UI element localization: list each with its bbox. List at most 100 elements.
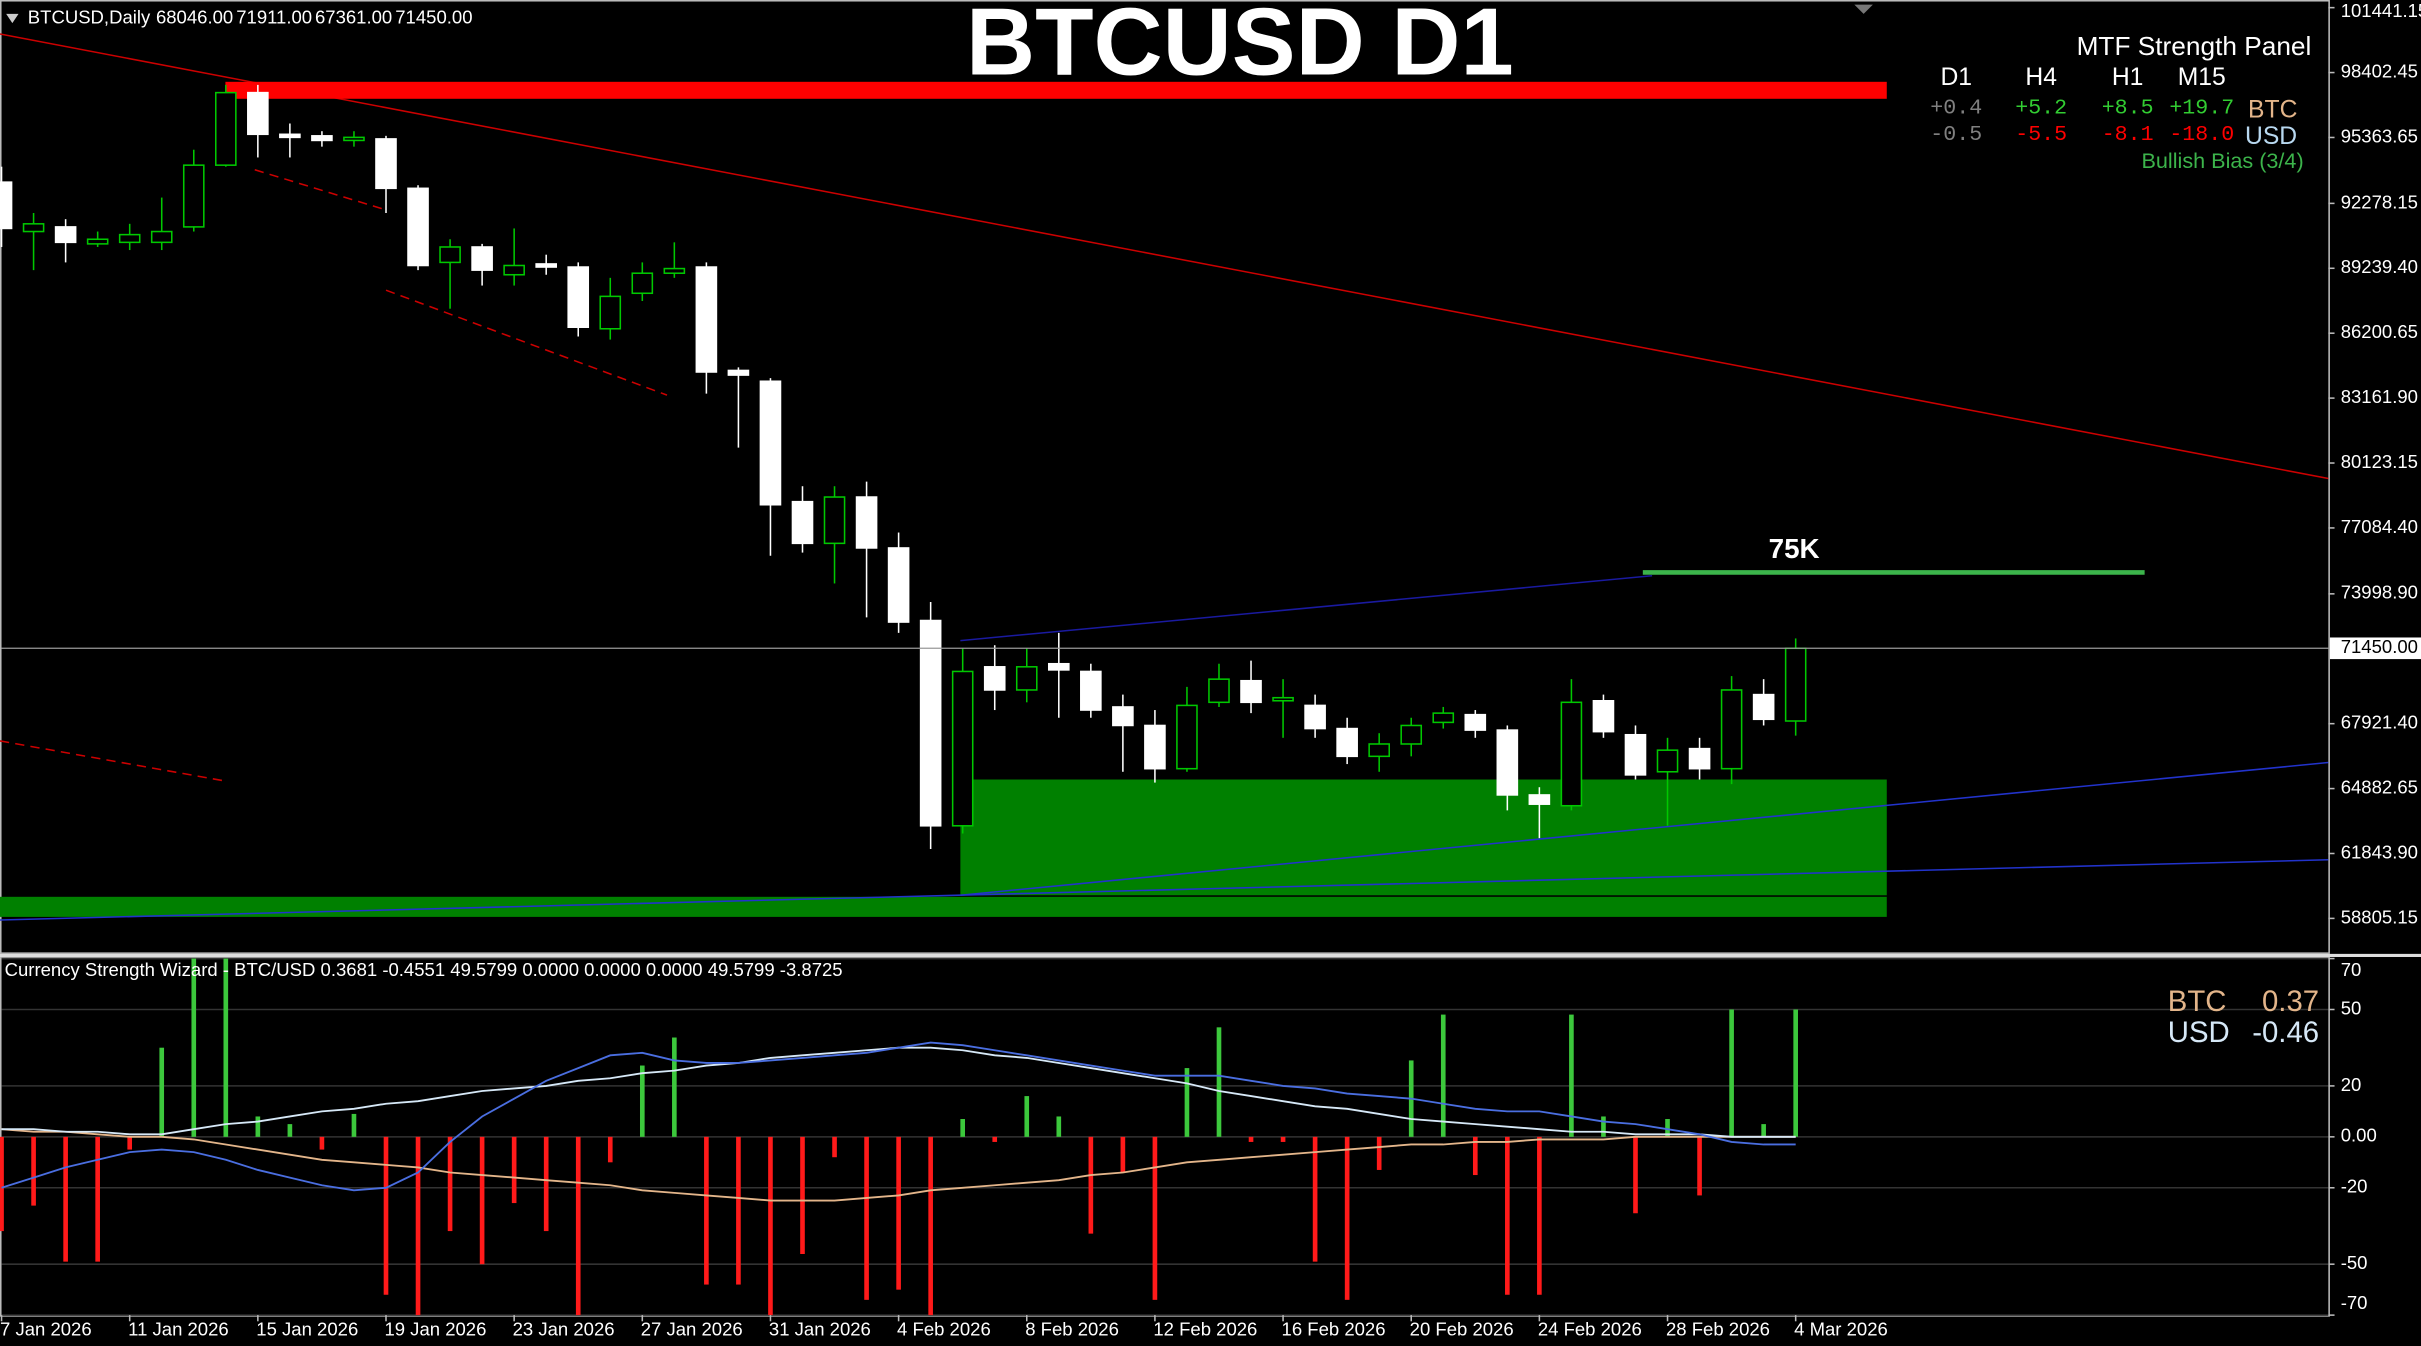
strength-value: -0.5 <box>1930 123 1982 147</box>
resistance-zone <box>225 81 1887 99</box>
candle-body <box>375 138 397 190</box>
candle-body <box>1080 670 1102 711</box>
candle-body <box>54 226 77 244</box>
histogram-bar <box>1472 1136 1478 1176</box>
y-tick-label: 64882.65 <box>2341 776 2418 797</box>
candle-body <box>439 246 461 264</box>
histogram-bar <box>159 1047 165 1137</box>
candle-body <box>279 133 301 139</box>
support-band <box>0 896 1887 917</box>
candle-body <box>1400 724 1423 745</box>
histogram-bar <box>0 1136 4 1232</box>
y-tick-label: 58805.15 <box>2341 906 2418 927</box>
candle-body <box>887 547 910 623</box>
histogram-bar <box>1088 1136 1094 1234</box>
histogram-bar <box>672 1037 677 1137</box>
histogram-bar <box>1248 1136 1254 1142</box>
y-tick-label: 77084.40 <box>2341 516 2418 537</box>
candle-body <box>343 136 365 142</box>
x-tick-label: 15 Jan 2026 <box>256 1318 358 1339</box>
trendline <box>960 761 2329 897</box>
candle-body <box>1464 713 1487 731</box>
trendline <box>0 859 2329 921</box>
x-tick-label: 20 Feb 2026 <box>1410 1318 1514 1339</box>
histogram-bar <box>1793 1009 1798 1137</box>
candle-body <box>1720 689 1743 770</box>
histogram-bar <box>1505 1136 1510 1295</box>
candle-body <box>1368 743 1390 758</box>
candle-body <box>599 295 622 330</box>
candle-body <box>86 238 109 245</box>
y-tick-label: 67921.40 <box>2341 712 2418 733</box>
histogram-bar <box>1120 1136 1126 1173</box>
histogram-bar <box>864 1136 869 1300</box>
histogram-bar <box>255 1116 261 1137</box>
candle-body <box>1688 747 1711 770</box>
support-zone <box>960 779 1887 896</box>
candle-body <box>1208 678 1230 704</box>
y-tick-label: 89239.40 <box>2341 256 2418 277</box>
plot-layer: 75K <box>0 84 2329 1316</box>
histogram-bar <box>383 1136 389 1295</box>
strength-value: -8.1 <box>2102 123 2154 147</box>
currency-label: BTC <box>2248 97 2297 124</box>
histogram-bar <box>704 1136 709 1285</box>
legend-name: USD <box>2168 1016 2230 1049</box>
candle-body <box>951 670 974 827</box>
histogram-bar <box>1665 1119 1670 1137</box>
histogram-bar <box>800 1136 805 1255</box>
histogram-bar <box>928 1136 933 1316</box>
histogram-bar <box>1537 1136 1542 1295</box>
y-tick-label: 83161.90 <box>2341 386 2418 407</box>
y-tick-label: 20 <box>2341 1074 2362 1095</box>
chart-title: BTCUSD D1 <box>966 0 1514 96</box>
ohlc-value: 68046.00 <box>156 6 233 27</box>
histogram-bar <box>768 1136 773 1316</box>
candle-body <box>919 619 942 827</box>
histogram-bar <box>351 1113 357 1137</box>
candle-body <box>1112 706 1134 727</box>
x-tick-label: 4 Mar 2026 <box>1794 1318 1888 1339</box>
candle-body <box>1015 666 1038 691</box>
trendline <box>254 169 387 211</box>
candle-body <box>503 264 525 276</box>
candle-body <box>22 223 45 233</box>
histogram-bar <box>63 1136 68 1262</box>
x-tick-label: 23 Jan 2026 <box>513 1318 615 1339</box>
histogram-bar <box>1024 1096 1030 1137</box>
histogram-bar <box>511 1136 517 1204</box>
candle-body <box>983 666 1006 691</box>
histogram-bar <box>287 1124 293 1137</box>
histogram-bar <box>31 1136 36 1206</box>
histogram-bar <box>479 1136 485 1265</box>
candle-body <box>1656 749 1679 773</box>
price-level-label: 75K <box>1769 533 1820 564</box>
candle-body <box>1176 704 1198 770</box>
candle-body <box>1272 696 1294 702</box>
x-tick-label: 27 Jan 2026 <box>641 1318 743 1339</box>
candle-body <box>150 230 173 244</box>
histogram-bar <box>1761 1124 1766 1137</box>
candle-body <box>1144 724 1166 770</box>
x-tick-label: 8 Feb 2026 <box>1025 1318 1119 1339</box>
strength-line <box>1 1041 1796 1192</box>
y-tick-label: 92278.15 <box>2341 191 2418 212</box>
histogram-bar <box>736 1136 741 1285</box>
histogram-bar <box>191 958 197 1137</box>
y-tick-label: 0.00 <box>2341 1125 2377 1146</box>
y-tick-label: 95363.65 <box>2341 125 2418 146</box>
x-tick-label: 31 Jan 2026 <box>769 1318 871 1339</box>
histogram-bar <box>1633 1136 1638 1214</box>
legend-name: BTC <box>2168 985 2227 1018</box>
candle-body <box>1047 662 1070 671</box>
histogram-bar <box>1184 1068 1190 1137</box>
y-tick-label: 73998.90 <box>2341 582 2418 603</box>
candle-body <box>247 91 269 136</box>
histogram-bar <box>1056 1116 1062 1137</box>
histogram-bar <box>543 1136 549 1232</box>
histogram-bar <box>1376 1136 1382 1170</box>
timeframe: H4 <box>2025 64 2057 91</box>
candle-body <box>1784 647 1807 722</box>
